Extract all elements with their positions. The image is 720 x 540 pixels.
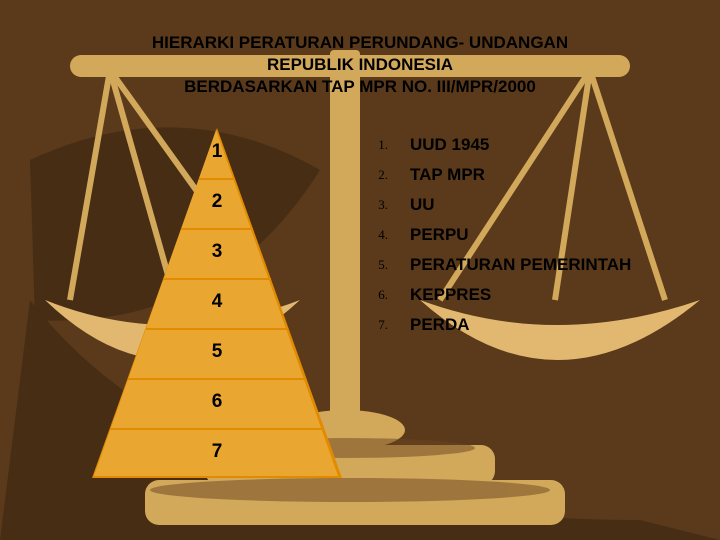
list-item-number: 2. — [360, 167, 388, 183]
pyramid-level-label: 3 — [92, 241, 342, 263]
list-item-text: TAP MPR — [410, 165, 485, 185]
pyramid-level-label: 6 — [92, 391, 342, 413]
pyramid-divider — [110, 428, 324, 430]
list-item-number: 1. — [360, 137, 388, 153]
pyramid-level-label: 2 — [92, 191, 342, 213]
list-item-number: 6. — [360, 287, 388, 303]
list-item-number: 4. — [360, 227, 388, 243]
slide-content: HIERARKI PERATURAN PERUNDANG- UNDANGAN R… — [0, 0, 720, 540]
list-item: 3. UU — [360, 190, 631, 220]
pyramid-level-label: 1 — [92, 141, 342, 163]
pyramid: 1 2 3 4 5 6 7 — [92, 128, 342, 478]
list-item-text: UU — [410, 195, 435, 215]
pyramid-level-label: 4 — [92, 291, 342, 313]
list-item-number: 3. — [360, 197, 388, 213]
slide-title: HIERARKI PERATURAN PERUNDANG- UNDANGAN R… — [0, 32, 720, 98]
list-item: 5. PERATURAN PEMERINTAH — [360, 250, 631, 280]
pyramid-level-label: 5 — [92, 341, 342, 363]
pyramid-divider — [128, 378, 307, 380]
list-item-text: PERPU — [410, 225, 469, 245]
pyramid-level-label: 7 — [92, 441, 342, 463]
hierarchy-list: 1. UUD 1945 2. TAP MPR 3. UU 4. PERPU 5. PERATURA… — [360, 130, 631, 340]
title-line-3: BERDASARKAN TAP MPR NO. III/MPR/2000 — [0, 76, 720, 98]
list-item: 7. PERDA — [360, 310, 631, 340]
list-item-text: KEPPRES — [410, 285, 491, 305]
pyramid-divider — [146, 328, 289, 330]
list-item: 2. TAP MPR — [360, 160, 631, 190]
pyramid-divider — [163, 278, 270, 280]
list-item-text: PERDA — [410, 315, 470, 335]
list-item-text: UUD 1945 — [410, 135, 489, 155]
list-item-number: 7. — [360, 317, 388, 333]
pyramid-divider — [181, 228, 252, 230]
list-item: 6. KEPPRES — [360, 280, 631, 310]
title-line-2: REPUBLIK INDONESIA — [0, 54, 720, 76]
pyramid-divider — [199, 178, 235, 180]
list-item-text: PERATURAN PEMERINTAH — [410, 255, 631, 275]
list-item-number: 5. — [360, 257, 388, 273]
list-item: 1. UUD 1945 — [360, 130, 631, 160]
title-line-1: HIERARKI PERATURAN PERUNDANG- UNDANGAN — [0, 32, 720, 54]
list-item: 4. PERPU — [360, 220, 631, 250]
